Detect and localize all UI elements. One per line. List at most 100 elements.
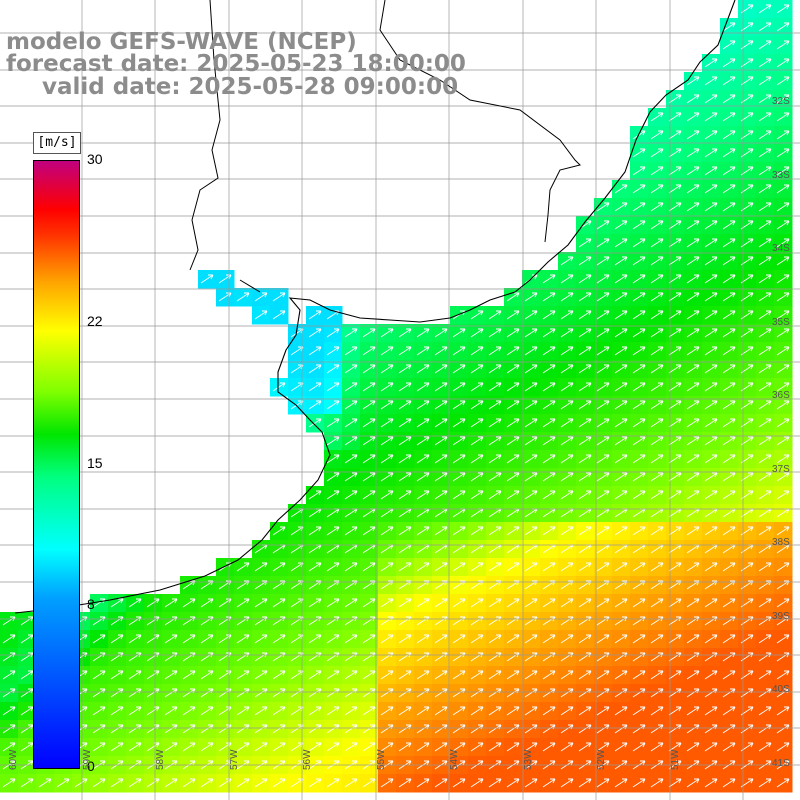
wind-arrow bbox=[722, 76, 736, 86]
wind-arrow bbox=[596, 526, 610, 536]
wind-arrow bbox=[560, 454, 574, 464]
wind-arrow bbox=[578, 364, 592, 374]
wind-arrow bbox=[434, 454, 448, 464]
latitude-label: 36S bbox=[772, 390, 790, 401]
wind-arrow bbox=[506, 742, 520, 752]
wind-arrow bbox=[668, 256, 682, 266]
wind-arrow bbox=[326, 382, 340, 392]
wind-arrow bbox=[470, 454, 484, 464]
wind-arrow bbox=[776, 184, 790, 194]
wind-arrow bbox=[578, 490, 592, 500]
wind-arrow bbox=[776, 526, 790, 536]
wind-arrow bbox=[596, 778, 610, 788]
wind-arrow bbox=[200, 598, 214, 608]
wind-arrow bbox=[668, 220, 682, 230]
wind-arrow bbox=[380, 454, 394, 464]
wind-arrow bbox=[272, 382, 286, 392]
coastline bbox=[14, 0, 736, 614]
wind-arrow bbox=[668, 472, 682, 482]
wind-arrow bbox=[380, 526, 394, 536]
wind-arrow bbox=[650, 436, 664, 446]
wind-arrow bbox=[614, 436, 628, 446]
wind-arrow bbox=[614, 526, 628, 536]
wind-arrow bbox=[704, 526, 718, 536]
wind-arrow bbox=[524, 400, 538, 410]
wind-arrow bbox=[668, 418, 682, 428]
wind-arrow bbox=[542, 634, 556, 644]
wind-arrow bbox=[344, 382, 358, 392]
wind-arrow bbox=[308, 598, 322, 608]
wind-arrow bbox=[542, 274, 556, 284]
wind-arrow bbox=[560, 634, 574, 644]
wind-arrow bbox=[668, 94, 682, 104]
wind-arrow bbox=[776, 328, 790, 338]
wind-arrow bbox=[560, 274, 574, 284]
wind-arrow bbox=[560, 328, 574, 338]
wind-arrow bbox=[686, 256, 700, 266]
wind-arrow bbox=[632, 364, 646, 374]
wind-arrow bbox=[308, 418, 322, 428]
wind-arrow bbox=[776, 400, 790, 410]
wind-arrow bbox=[578, 670, 592, 680]
wind-arrow bbox=[650, 364, 664, 374]
longitude-label: 55W bbox=[375, 749, 387, 770]
wind-arrow bbox=[524, 670, 538, 680]
wind-arrow bbox=[470, 526, 484, 536]
wind-arrow bbox=[758, 472, 772, 482]
wind-arrow bbox=[326, 400, 340, 410]
wind-arrow bbox=[776, 148, 790, 158]
latitude-label: 34S bbox=[772, 243, 790, 254]
wind-arrow bbox=[344, 526, 358, 536]
wind-arrow bbox=[452, 526, 466, 536]
wind-arrow bbox=[524, 634, 538, 644]
wind-arrow bbox=[758, 400, 772, 410]
wind-arrow bbox=[506, 346, 520, 356]
longitude-label: 51W bbox=[669, 749, 681, 770]
wind-arrow bbox=[362, 706, 376, 716]
wind-arrow bbox=[272, 742, 286, 752]
wind-arrow bbox=[326, 436, 340, 446]
wind-arrow bbox=[326, 598, 340, 608]
colorbar-unit: [m/s] bbox=[33, 132, 81, 154]
wind-arrow bbox=[380, 490, 394, 500]
wind-arrow bbox=[200, 634, 214, 644]
wind-arrow bbox=[758, 220, 772, 230]
wind-arrow bbox=[578, 382, 592, 392]
wind-arrow bbox=[596, 454, 610, 464]
wind-arrow bbox=[776, 634, 790, 644]
wind-arrow bbox=[326, 526, 340, 536]
wind-arrow bbox=[758, 184, 772, 194]
wind-arrow bbox=[686, 310, 700, 320]
wind-arrow bbox=[722, 436, 736, 446]
wind-arrow bbox=[722, 382, 736, 392]
wind-arrow bbox=[722, 346, 736, 356]
wind-arrow bbox=[326, 562, 340, 572]
wind-arrow bbox=[362, 346, 376, 356]
wind-arrow bbox=[686, 436, 700, 446]
wind-arrow bbox=[776, 778, 790, 788]
wind-arrow bbox=[632, 436, 646, 446]
wind-arrow bbox=[164, 598, 178, 608]
wind-arrow bbox=[308, 706, 322, 716]
wind-arrow bbox=[182, 634, 196, 644]
wind-arrow bbox=[596, 418, 610, 428]
wind-arrow bbox=[686, 346, 700, 356]
wind-arrow bbox=[668, 526, 682, 536]
wind-arrow bbox=[704, 598, 718, 608]
wind-arrow bbox=[506, 526, 520, 536]
wind-arrow bbox=[722, 148, 736, 158]
wind-arrow bbox=[578, 346, 592, 356]
wind-arrow bbox=[650, 274, 664, 284]
wind-arrow bbox=[560, 418, 574, 428]
wind-arrow bbox=[542, 526, 556, 536]
wind-arrow bbox=[398, 778, 412, 788]
wind-arrow bbox=[560, 436, 574, 446]
wind-arrow bbox=[506, 382, 520, 392]
wind-arrow bbox=[668, 328, 682, 338]
wind-arrow bbox=[614, 454, 628, 464]
wind-arrow bbox=[596, 328, 610, 338]
wind-arrow bbox=[758, 22, 772, 32]
wind-arrow bbox=[632, 238, 646, 248]
longitude-label: 56W bbox=[302, 749, 313, 770]
